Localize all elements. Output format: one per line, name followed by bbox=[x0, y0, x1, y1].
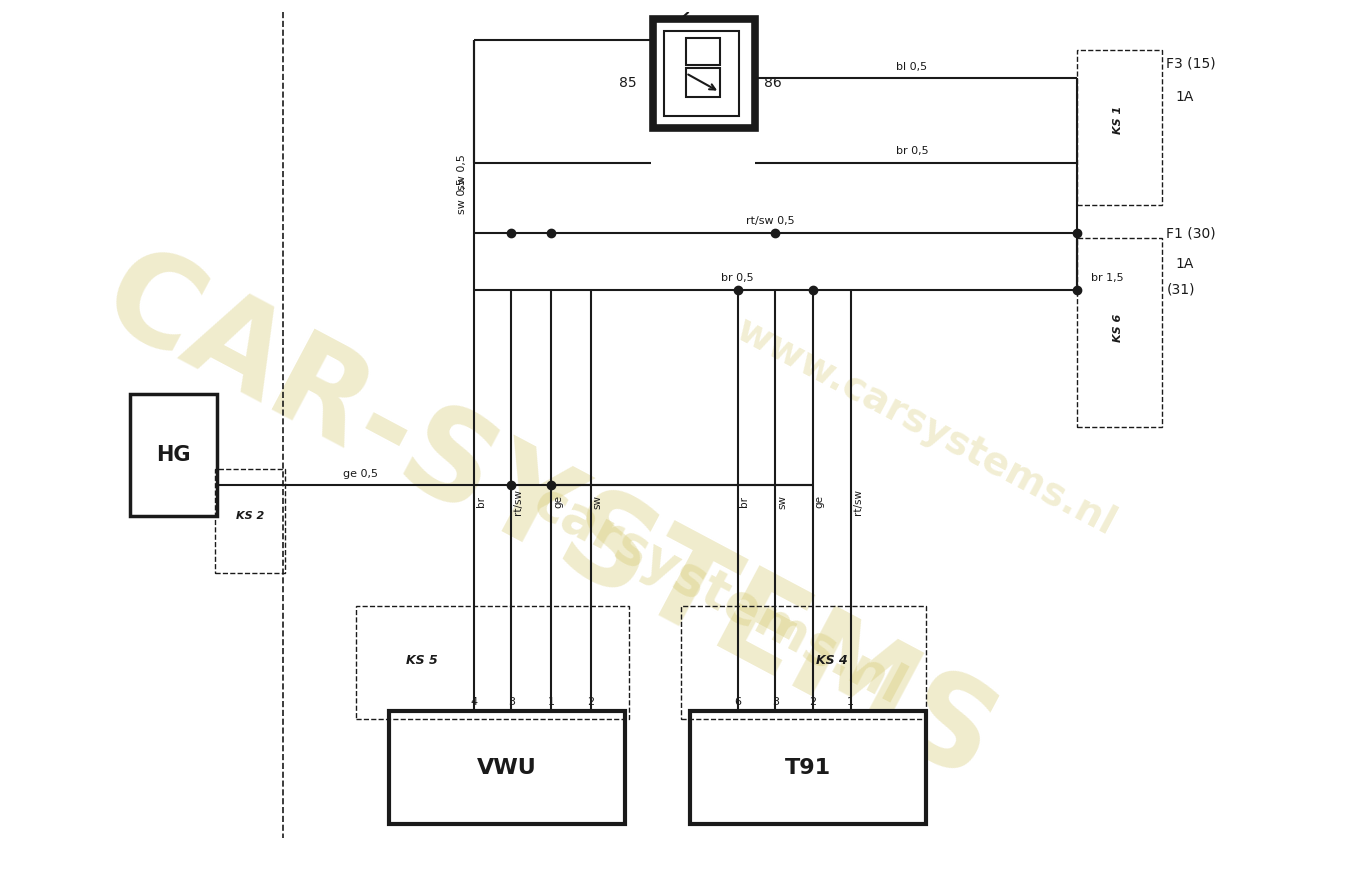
Text: ge 0,5: ge 0,5 bbox=[343, 468, 378, 479]
Text: F3 (15): F3 (15) bbox=[1166, 57, 1216, 71]
Text: br: br bbox=[739, 496, 750, 508]
Text: ge: ge bbox=[553, 496, 563, 509]
Text: 85: 85 bbox=[619, 75, 636, 89]
Bar bbox=[690, 711, 925, 824]
Text: T91: T91 bbox=[785, 758, 831, 778]
Text: KS 4: KS 4 bbox=[816, 653, 847, 667]
Text: CAR-SYSTEMS: CAR-SYSTEMS bbox=[82, 234, 1016, 807]
Text: 3: 3 bbox=[771, 696, 778, 707]
Bar bbox=[665, 31, 739, 116]
Bar bbox=[686, 39, 720, 65]
Bar bbox=[653, 19, 755, 128]
Text: br 0,5: br 0,5 bbox=[896, 146, 928, 156]
Bar bbox=[1077, 50, 1162, 205]
Text: KS 2: KS 2 bbox=[236, 511, 265, 521]
Bar bbox=[1077, 238, 1162, 426]
Bar bbox=[686, 68, 720, 96]
Text: HG: HG bbox=[155, 445, 190, 465]
Text: br 0,5: br 0,5 bbox=[721, 273, 754, 282]
Text: sw: sw bbox=[593, 495, 603, 509]
Text: 1: 1 bbox=[847, 696, 854, 707]
Text: rt/sw: rt/sw bbox=[852, 488, 862, 515]
Text: br: br bbox=[476, 496, 485, 508]
Bar bbox=[130, 394, 216, 516]
Text: 1: 1 bbox=[547, 696, 554, 707]
Text: 1A: 1A bbox=[1175, 89, 1194, 103]
Text: ge: ge bbox=[815, 496, 825, 509]
Text: www.carsystems.nl: www.carsystems.nl bbox=[730, 310, 1123, 543]
Text: 2: 2 bbox=[588, 696, 594, 707]
Text: rt/sw 0,5: rt/sw 0,5 bbox=[746, 216, 794, 226]
Text: 2: 2 bbox=[809, 696, 816, 707]
Text: 4: 4 bbox=[470, 696, 477, 707]
Bar bbox=[355, 605, 630, 718]
Text: KS 5: KS 5 bbox=[407, 653, 438, 667]
Text: (31): (31) bbox=[1166, 283, 1194, 297]
Text: sw 0,5: sw 0,5 bbox=[458, 178, 467, 214]
Text: sw 0,5: sw 0,5 bbox=[458, 154, 467, 190]
Text: rt/sw: rt/sw bbox=[513, 488, 523, 515]
Text: bl 0,5: bl 0,5 bbox=[896, 61, 928, 72]
Text: F1 (30): F1 (30) bbox=[1166, 226, 1216, 240]
Text: 1A: 1A bbox=[1175, 258, 1194, 272]
Bar bbox=[389, 711, 624, 824]
Bar bbox=[215, 469, 285, 573]
Text: br 1,5: br 1,5 bbox=[1092, 273, 1124, 282]
Text: 3: 3 bbox=[508, 696, 515, 707]
Text: VWU: VWU bbox=[477, 758, 536, 778]
Text: 6: 6 bbox=[734, 696, 742, 707]
Text: sw: sw bbox=[777, 495, 788, 509]
Text: KS 6: KS 6 bbox=[1113, 313, 1123, 342]
Text: 86: 86 bbox=[763, 75, 782, 89]
Text: carsystems.nl: carsystems.nl bbox=[524, 476, 913, 716]
Text: KS 1: KS 1 bbox=[1113, 106, 1123, 134]
Bar bbox=[681, 605, 925, 718]
